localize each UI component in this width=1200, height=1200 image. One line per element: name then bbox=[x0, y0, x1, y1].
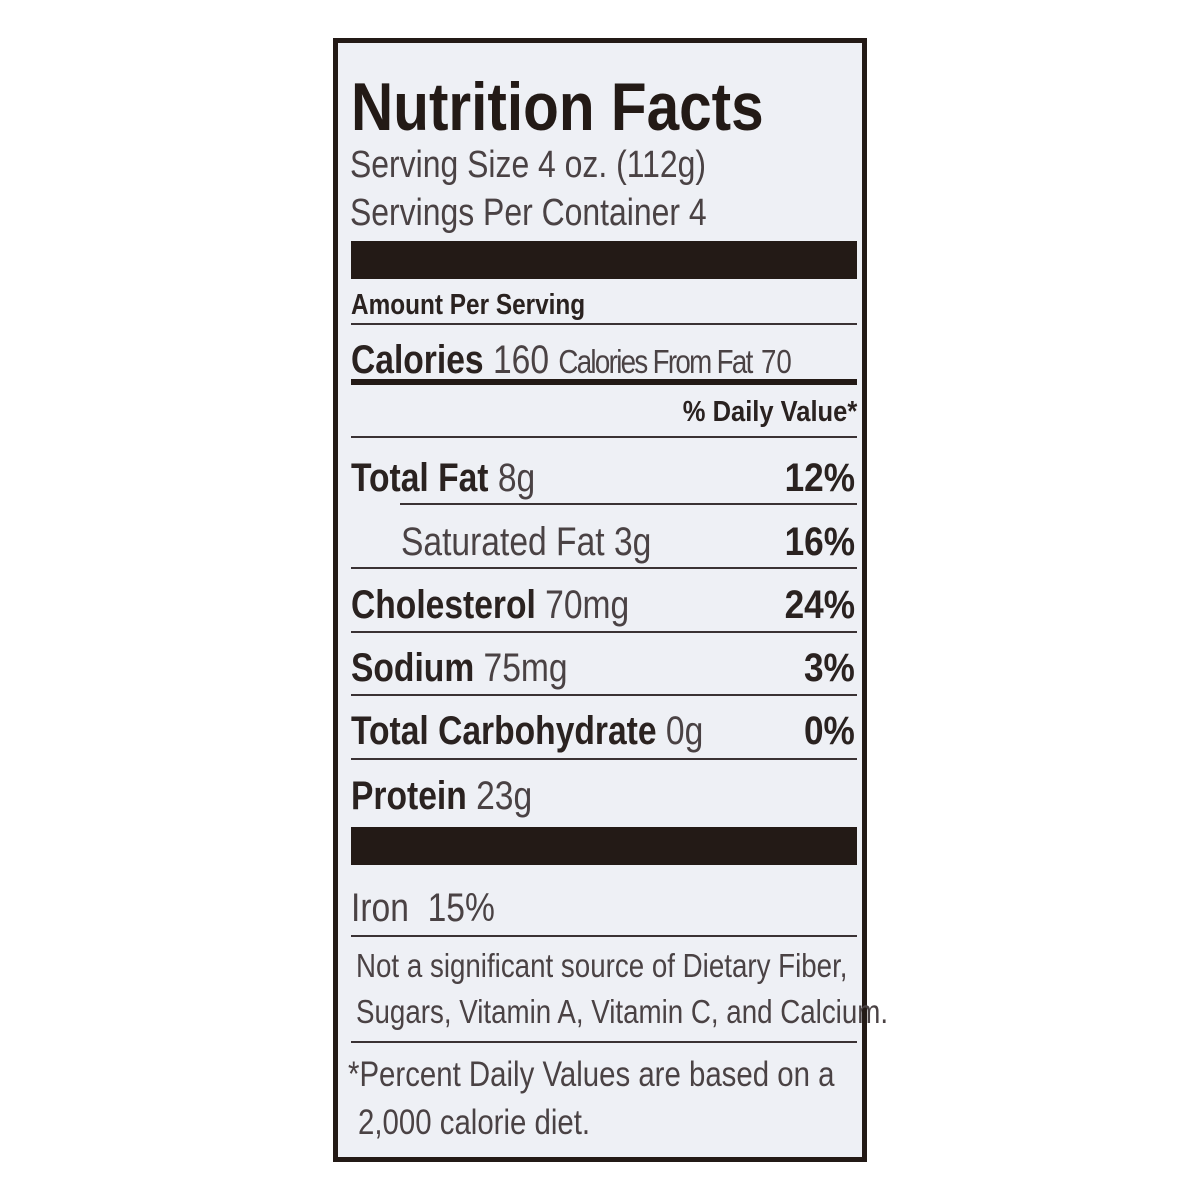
serving-size-text: Serving Size 4 oz. (112g) bbox=[350, 144, 707, 186]
amount-per-serving-text: Amount Per Serving bbox=[351, 289, 586, 321]
title-text: Nutrition Facts bbox=[351, 69, 764, 145]
divider bbox=[351, 631, 857, 633]
nutrient-row-cholesterol: Cholesterol 70mg 24% bbox=[351, 580, 857, 630]
divider bbox=[351, 758, 857, 760]
footnote: *Percent Daily Values are based on a 2,0… bbox=[348, 1051, 927, 1147]
thick-divider bbox=[351, 827, 857, 865]
servings-per-container: Servings Per Container 4 bbox=[350, 191, 775, 235]
nutrient-amount: 23g bbox=[476, 774, 533, 818]
footnote-line: 2,000 calorie diet. bbox=[358, 1103, 591, 1142]
nutrient-row-sodium: Sodium 75mg 3% bbox=[351, 643, 857, 693]
nutrient-amount: 0g bbox=[665, 709, 704, 753]
nutrient-name: Cholesterol bbox=[351, 583, 536, 627]
daily-value-header-text: % Daily Value* bbox=[682, 396, 857, 428]
nutrient-daily-value: 16% bbox=[784, 520, 855, 564]
calories-value: 160 bbox=[492, 338, 550, 382]
nutrient-name: Protein bbox=[351, 774, 467, 818]
nutrient-name: Total Carbohydrate bbox=[351, 709, 657, 753]
nutrient-daily-value: 0% bbox=[804, 709, 855, 753]
footnote-line: *Percent Daily Values are based on a bbox=[348, 1055, 835, 1094]
calories-label: Calories bbox=[351, 338, 484, 382]
nutrient-daily-value: 24% bbox=[784, 583, 855, 627]
nutrient-row-saturated-fat: Saturated Fat 3g 16% bbox=[351, 517, 857, 567]
calories-from-fat-label: Calories From Fat bbox=[558, 343, 753, 380]
serving-size: Serving Size 4 oz. (112g) bbox=[350, 143, 774, 187]
nutrient-name: Total Fat bbox=[351, 456, 489, 500]
divider bbox=[400, 503, 857, 505]
divider bbox=[351, 935, 857, 937]
nutrient-daily-value: 12% bbox=[784, 456, 855, 500]
amount-per-serving: Amount Per Serving bbox=[351, 287, 630, 323]
divider bbox=[351, 323, 857, 325]
calories-row: Calories 160 Calories From Fat 70 bbox=[351, 335, 876, 387]
medium-divider bbox=[351, 379, 857, 385]
label-title: Nutrition Facts bbox=[351, 67, 831, 147]
vitamin-row-iron: Iron 15% bbox=[351, 883, 522, 933]
vitamin-name: Iron bbox=[351, 886, 409, 930]
calories-from-fat-value: 70 bbox=[760, 343, 792, 380]
not-significant-note: Not a significant source of Dietary Fibe… bbox=[356, 943, 989, 1035]
servings-per-container-text: Servings Per Container 4 bbox=[350, 192, 707, 234]
nutrient-amount: 8g bbox=[497, 456, 536, 500]
nutrient-row-total-carbohydrate: Total Carbohydrate 0g 0% bbox=[351, 706, 857, 756]
nutrient-row-protein: Protein 23g bbox=[351, 771, 857, 821]
nutrient-amount: 3g bbox=[613, 520, 652, 564]
divider bbox=[351, 567, 857, 569]
nutrition-facts-label: Nutrition Facts Serving Size 4 oz. (112g… bbox=[333, 38, 888, 1162]
nutrient-name: Sodium bbox=[351, 646, 475, 690]
nutrient-amount: 75mg bbox=[483, 646, 568, 690]
nutrient-name: Saturated Fat bbox=[401, 520, 605, 564]
not-significant-line: Not a significant source of Dietary Fibe… bbox=[356, 947, 848, 984]
divider bbox=[351, 694, 857, 696]
divider bbox=[351, 1041, 857, 1043]
daily-value-header: % Daily Value* bbox=[659, 393, 857, 431]
thick-divider bbox=[351, 241, 857, 279]
vitamin-daily-value: 15% bbox=[427, 886, 495, 930]
nutrient-amount: 70mg bbox=[545, 583, 630, 627]
not-significant-line: Sugars, Vitamin A, Vitamin C, and Calciu… bbox=[356, 993, 889, 1030]
divider bbox=[351, 436, 857, 438]
nutrient-daily-value: 3% bbox=[804, 646, 855, 690]
nutrient-row-total-fat: Total Fat 8g 12% bbox=[351, 453, 857, 503]
